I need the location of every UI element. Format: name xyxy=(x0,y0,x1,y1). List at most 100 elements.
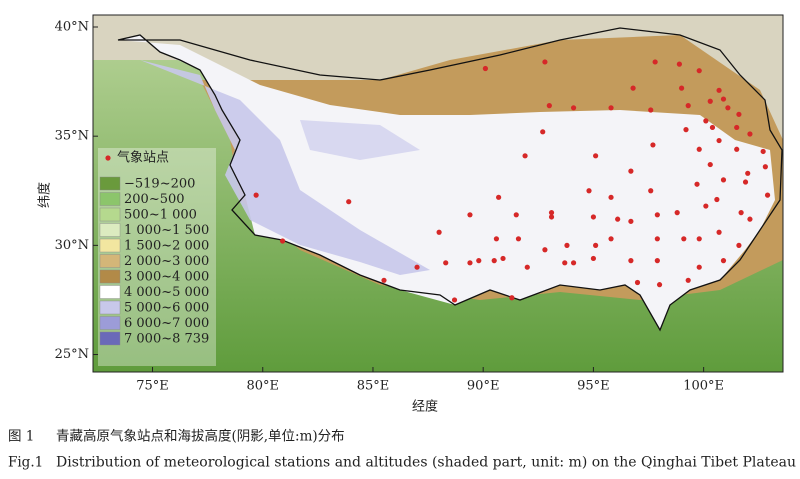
y-tick-label: 25°N xyxy=(55,347,89,362)
station xyxy=(696,264,702,270)
station xyxy=(734,146,740,152)
station xyxy=(714,196,720,203)
station xyxy=(696,146,702,152)
legend-label: 1 000~1 500 xyxy=(124,223,209,238)
legend-label: 4 000~5 000 xyxy=(124,285,209,300)
caption-en-label: Fig.1 xyxy=(8,455,43,471)
legend-label: −519~200 xyxy=(124,177,195,192)
station xyxy=(747,216,753,222)
station xyxy=(648,188,654,194)
station xyxy=(509,295,515,301)
station xyxy=(703,118,709,124)
station xyxy=(676,61,682,67)
station xyxy=(524,264,530,270)
station xyxy=(696,68,702,74)
legend-swatch xyxy=(99,300,121,315)
station xyxy=(476,258,482,264)
station xyxy=(725,105,731,111)
legend-swatch xyxy=(99,207,121,222)
legend-swatch xyxy=(99,331,121,346)
legend-label: 500~1 000 xyxy=(124,208,197,223)
x-tick-label: 90°E xyxy=(467,379,500,394)
station xyxy=(703,203,709,209)
station xyxy=(482,65,488,72)
y-tick-label: 35°N xyxy=(55,129,89,144)
station xyxy=(414,264,420,270)
station xyxy=(720,258,727,264)
legend-swatch xyxy=(99,269,121,284)
station xyxy=(764,192,771,198)
station xyxy=(451,297,458,303)
station xyxy=(279,238,286,244)
station xyxy=(738,210,744,216)
legend-label: 1 500~2 000 xyxy=(124,239,209,254)
station xyxy=(346,199,352,205)
station xyxy=(654,212,660,218)
legend-label: 6 000~7 000 xyxy=(124,316,209,331)
station xyxy=(707,161,713,168)
station xyxy=(683,127,689,133)
legend-marker xyxy=(105,155,111,161)
station xyxy=(747,131,753,137)
station xyxy=(443,260,449,266)
y-axis-label: 纬度 xyxy=(37,182,53,208)
terrain xyxy=(93,15,783,372)
station xyxy=(720,96,727,102)
station xyxy=(540,129,546,135)
axes-frame xyxy=(92,14,784,373)
station xyxy=(650,142,656,148)
station xyxy=(674,210,680,216)
station xyxy=(630,85,636,91)
station xyxy=(515,236,522,242)
station xyxy=(681,236,687,242)
station xyxy=(590,214,597,220)
station xyxy=(654,258,660,264)
legend-label: 3 000~4 000 xyxy=(124,270,209,285)
station xyxy=(707,98,713,104)
x-tick-label: 85°E xyxy=(357,379,390,394)
legend-label: 7 000~8 739 xyxy=(124,332,209,347)
legend-swatch xyxy=(99,254,121,268)
legend-label: 200~500 xyxy=(124,192,185,207)
station xyxy=(709,124,716,131)
station xyxy=(593,242,599,248)
station xyxy=(608,194,614,200)
legend-title: 气象站点 xyxy=(117,150,169,166)
caption-cn: 青藏高原气象站点和海拔高度(阴影,单位:m)分布 xyxy=(56,428,345,445)
station xyxy=(615,216,621,222)
station xyxy=(513,212,519,218)
station xyxy=(654,236,660,242)
x-axis-label: 经度 xyxy=(412,399,438,415)
station xyxy=(608,105,614,111)
station xyxy=(570,105,577,111)
station xyxy=(548,214,555,220)
station xyxy=(436,229,442,235)
station xyxy=(542,247,548,253)
station xyxy=(716,137,722,144)
station xyxy=(381,277,387,283)
x-tick-label: 75°E xyxy=(136,379,169,394)
station xyxy=(628,168,634,174)
station xyxy=(736,111,742,117)
station xyxy=(564,242,570,248)
station xyxy=(522,153,528,159)
station xyxy=(685,103,691,109)
caption-en: Distribution of meteorological stations … xyxy=(56,455,796,471)
station xyxy=(546,103,552,109)
station xyxy=(742,179,749,185)
station xyxy=(586,188,592,194)
station xyxy=(493,236,500,242)
legend-swatch xyxy=(99,192,121,206)
station xyxy=(628,258,634,264)
legend-swatch xyxy=(99,316,121,330)
station xyxy=(760,148,766,155)
station xyxy=(734,124,740,131)
station xyxy=(562,260,568,266)
legend-swatch xyxy=(99,238,121,253)
station xyxy=(608,236,614,242)
station xyxy=(491,258,497,264)
y-tick-label: 40°N xyxy=(55,20,89,35)
station xyxy=(570,260,577,266)
